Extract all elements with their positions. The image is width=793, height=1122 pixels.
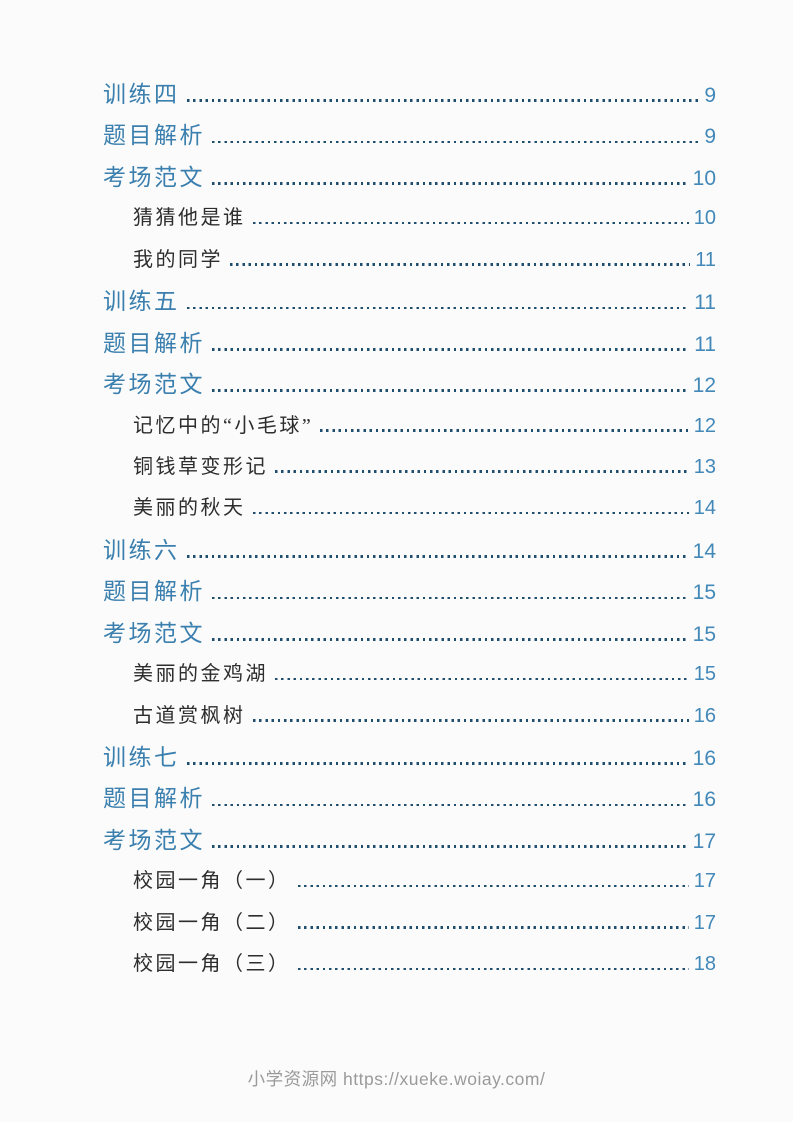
toc-entry-label: 题目解析 — [103, 123, 205, 149]
toc-entry-page-number: 16 — [692, 788, 716, 812]
toc-entry-label: 记忆中的“小毛球” — [133, 414, 314, 437]
dot-leader — [320, 428, 689, 432]
toc-entry-page-number: 12 — [692, 374, 716, 398]
toc-entry[interactable]: 训练四 9 — [103, 74, 716, 115]
toc-entry-page-number: 13 — [693, 455, 716, 478]
dot-leader — [297, 884, 689, 888]
toc-entry-page-number: 9 — [704, 125, 716, 149]
toc-entry-label: 美丽的金鸡湖 — [133, 663, 268, 686]
dot-leader — [230, 263, 691, 266]
toc-entry-page-number: 12 — [693, 414, 716, 437]
toc-entry-label: 考场范文 — [103, 827, 205, 853]
toc-entry[interactable]: 考场范文 15 — [103, 613, 716, 654]
toc-entry-label: 考场范文 — [103, 164, 205, 190]
dot-leader — [275, 470, 689, 473]
toc-entry-page-number: 17 — [693, 911, 716, 934]
dot-leader — [252, 511, 689, 515]
toc-entry[interactable]: 猜猜他是谁 10 — [103, 198, 716, 239]
toc-entry-page-number: 15 — [692, 581, 716, 605]
dot-leader — [186, 762, 688, 765]
toc-entry[interactable]: 校园一角（三） 18 — [103, 944, 716, 985]
dot-leader — [212, 638, 688, 641]
toc-entry[interactable]: 训练六 14 — [103, 530, 716, 571]
dot-leader — [212, 348, 690, 351]
dot-leader — [252, 221, 689, 225]
toc-entry[interactable]: 校园一角（二） 17 — [103, 903, 716, 944]
toc-entry-label: 美丽的秋天 — [133, 497, 246, 520]
dot-leader — [186, 555, 688, 558]
toc-entry[interactable]: 美丽的金鸡湖 15 — [103, 654, 716, 695]
toc-entry[interactable]: 记忆中的“小毛球” 12 — [103, 406, 716, 447]
toc-entry-page-number: 15 — [693, 663, 716, 686]
dot-leader — [275, 677, 689, 681]
toc-entry-label: 考场范文 — [103, 620, 205, 646]
toc-entry-page-number: 15 — [692, 622, 716, 646]
toc-entry-page-number: 11 — [694, 332, 716, 356]
toc-entry-page-number: 18 — [693, 953, 716, 976]
footer-watermark-text: 小学资源网 https://xueke.woiay.com/ — [247, 1069, 546, 1089]
toc-entry[interactable]: 美丽的秋天 14 — [103, 488, 716, 529]
dot-leader — [212, 845, 688, 848]
dot-leader — [212, 140, 700, 144]
toc-entry-label: 古道赏枫树 — [133, 704, 246, 727]
dot-leader — [212, 803, 688, 807]
dot-leader — [212, 389, 688, 393]
toc-entry[interactable]: 训练五 11 — [103, 281, 716, 322]
toc-entry-label: 我的同学 — [133, 248, 223, 271]
toc-entry-page-number: 14 — [692, 539, 716, 563]
toc-entry-page-number: 14 — [693, 497, 716, 520]
toc-entry[interactable]: 题目解析 16 — [103, 778, 716, 819]
dot-leader — [186, 306, 690, 310]
toc-entry[interactable]: 题目解析 11 — [103, 323, 716, 364]
toc-entry-page-number: 10 — [693, 207, 716, 230]
toc-entry[interactable]: 考场范文 12 — [103, 364, 716, 405]
toc-entry[interactable]: 题目解析 15 — [103, 571, 716, 612]
toc-entry[interactable]: 铜钱草变形记 13 — [103, 447, 716, 488]
toc-entry[interactable]: 我的同学 11 — [103, 240, 716, 281]
toc-entry-page-number: 9 — [704, 84, 716, 107]
dot-leader — [186, 99, 700, 102]
toc-entry[interactable]: 训练七 16 — [103, 737, 716, 778]
toc-entry-page-number: 16 — [692, 747, 716, 770]
toc-entry-label: 训练七 — [103, 745, 180, 770]
toc-entry-label: 训练五 — [103, 289, 180, 315]
toc-entry-label: 训练六 — [103, 537, 180, 563]
toc-entry-page-number: 11 — [694, 291, 716, 315]
toc-entry-label: 铜钱草变形记 — [133, 455, 268, 478]
toc-entry-label: 题目解析 — [103, 330, 205, 356]
toc-entry-page-number: 17 — [692, 829, 716, 853]
toc-entry-page-number: 17 — [693, 870, 716, 893]
toc-entry-label: 题目解析 — [103, 579, 205, 605]
toc-entry-label: 校园一角（三） — [133, 953, 291, 976]
toc-entry[interactable]: 校园一角（一） 17 — [103, 861, 716, 902]
toc-entry-label: 训练四 — [103, 82, 180, 107]
dot-leader — [297, 926, 689, 929]
toc-entry-page-number: 10 — [692, 166, 716, 190]
dot-leader — [212, 596, 688, 600]
toc-entry-page-number: 11 — [695, 248, 716, 271]
toc-entry[interactable]: 考场范文 17 — [103, 820, 716, 861]
toc-entry[interactable]: 题目解析 9 — [103, 115, 716, 156]
page-footer: 小学资源网 https://xueke.woiay.com/ — [0, 1066, 793, 1091]
toc-entry-label: 考场范文 — [103, 372, 205, 398]
dot-leader — [252, 718, 689, 722]
toc-entry[interactable]: 考场范文 10 — [103, 157, 716, 198]
toc-entry-label: 校园一角（二） — [133, 911, 291, 934]
toc-entry[interactable]: 古道赏枫树 16 — [103, 696, 716, 737]
dot-leader — [212, 182, 688, 185]
toc-entry-label: 题目解析 — [103, 786, 205, 812]
toc-entry-page-number: 16 — [693, 704, 716, 727]
toc-entry-label: 猜猜他是谁 — [133, 207, 246, 230]
dot-leader — [297, 967, 689, 971]
toc-entry-label: 校园一角（一） — [133, 870, 291, 893]
toc-list: 训练四 9 题目解析 9 考场范文 10 猜猜他是谁 10 我的同学 11 训练… — [103, 74, 716, 986]
